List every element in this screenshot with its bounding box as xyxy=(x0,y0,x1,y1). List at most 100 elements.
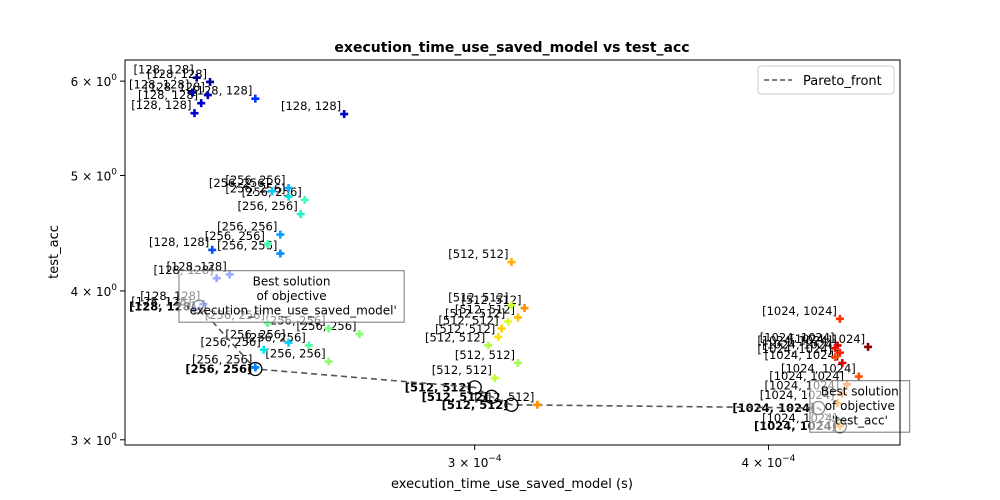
data-point xyxy=(263,239,272,248)
data-point xyxy=(192,73,201,82)
annotation-text: of objective xyxy=(825,399,895,413)
point-label: [256, 256] xyxy=(265,347,325,361)
data-point xyxy=(497,324,506,333)
data-point xyxy=(190,109,199,118)
data-point xyxy=(533,400,542,409)
data-point xyxy=(514,313,523,322)
point-label: [128, 128] xyxy=(149,235,209,249)
data-point xyxy=(276,230,285,239)
point-label: [1024, 1024] xyxy=(760,330,835,344)
point-label: [256, 256] xyxy=(201,335,261,349)
point-label: [128, 128] xyxy=(134,63,194,77)
point-label: [512, 512] xyxy=(448,290,508,304)
data-point xyxy=(208,245,217,254)
point-label: [512, 512] xyxy=(474,390,534,404)
pareto-point-label: [512, 512] xyxy=(442,398,509,412)
point-label: [512, 512] xyxy=(432,363,492,377)
data-point xyxy=(284,192,293,201)
y-tick-label: 3 × 100 xyxy=(71,432,118,448)
x-axis-label: execution_time_use_saved_model (s) xyxy=(391,477,633,492)
chart-title: execution_time_use_saved_model vs test_a… xyxy=(334,40,689,56)
data-point xyxy=(520,304,529,313)
point-label: [512, 512] xyxy=(435,322,495,336)
y-axis-label: test_acc xyxy=(47,225,62,279)
point-label: [256, 256] xyxy=(246,330,306,344)
point-label: [1024, 1024] xyxy=(781,362,856,376)
point-label: [128, 128] xyxy=(129,77,189,91)
data-point xyxy=(494,332,503,341)
data-point xyxy=(514,358,523,367)
pareto-point xyxy=(484,389,499,404)
point-label: [256, 256] xyxy=(205,229,265,243)
pareto-point xyxy=(504,397,519,412)
x-tick-label: 3 × 10−4 xyxy=(448,454,502,470)
data-point xyxy=(284,338,293,347)
point-label: [256, 256] xyxy=(209,176,269,190)
point-label: [256, 256] xyxy=(217,220,277,234)
data-point xyxy=(504,317,513,326)
data-point xyxy=(206,77,215,86)
point-label: [512, 512] xyxy=(455,302,515,316)
point-label: [128, 128] xyxy=(167,259,227,273)
point-label: [1024, 1024] xyxy=(790,332,865,346)
point-label: [1024, 1024] xyxy=(762,304,837,318)
data-point xyxy=(203,91,212,100)
data-point xyxy=(284,184,293,193)
plot-frame xyxy=(124,59,901,446)
data-point xyxy=(507,301,516,310)
data-point xyxy=(188,88,197,97)
data-point xyxy=(484,341,493,350)
data-point xyxy=(864,342,873,351)
x-axis: 3 × 10−4 4 × 10−4 xyxy=(448,445,796,470)
data-point xyxy=(324,357,333,366)
annotation-box xyxy=(178,270,405,323)
data-point xyxy=(300,195,309,204)
legend: Pareto_front xyxy=(757,65,895,95)
point-label: [512, 512] xyxy=(461,293,521,307)
point-label: [512, 512] xyxy=(448,247,508,261)
data-point xyxy=(251,363,260,372)
y-tick-label: 5 × 100 xyxy=(71,167,118,183)
point-label: [128, 128] xyxy=(281,99,341,113)
point-label: [1024, 1024] xyxy=(769,369,844,383)
data-point xyxy=(268,187,277,196)
point-label: [512, 512] xyxy=(425,330,485,344)
data-point xyxy=(296,210,305,219)
point-label: [256, 256] xyxy=(217,239,277,253)
pareto-point xyxy=(467,380,482,395)
point-label: [1024, 1024] xyxy=(757,333,832,347)
x-tick-label: 4 × 10−4 xyxy=(742,454,796,470)
data-point xyxy=(507,258,516,267)
point-label: [1024, 1024] xyxy=(762,338,837,352)
point-label: [128, 128] xyxy=(131,98,191,112)
point-label: [256, 256] xyxy=(225,173,285,187)
legend-label: Pareto_front xyxy=(803,74,882,89)
pareto-point-label: [256, 256] xyxy=(185,362,252,376)
point-label: [128, 128] xyxy=(192,84,252,98)
annotation-text: Best solution xyxy=(253,275,331,289)
data-point xyxy=(838,358,847,367)
point-label: [512, 512] xyxy=(455,348,515,362)
pareto-point-label: [512, 512] xyxy=(405,380,472,394)
point-label: [128, 128] xyxy=(147,67,207,81)
data-point xyxy=(835,314,844,323)
point-label: [512, 512] xyxy=(438,313,498,327)
annotation-text: of objective xyxy=(256,289,326,303)
data-point xyxy=(251,94,260,103)
pareto-point xyxy=(248,361,263,377)
point-label: [256, 256] xyxy=(225,328,285,342)
point-label: [1024, 1024] xyxy=(764,348,839,362)
y-tick-label: 6 × 100 xyxy=(71,73,118,89)
point-label: [1024, 1024] xyxy=(757,342,832,356)
data-point xyxy=(835,348,844,357)
point-label: [128, 128] xyxy=(138,88,198,102)
data-point xyxy=(197,99,206,108)
point-label: [256, 256] xyxy=(238,199,298,213)
point-label: [128, 128] xyxy=(145,80,205,94)
data-point xyxy=(831,344,840,353)
annotation-box xyxy=(809,380,911,433)
data-point xyxy=(324,324,333,333)
